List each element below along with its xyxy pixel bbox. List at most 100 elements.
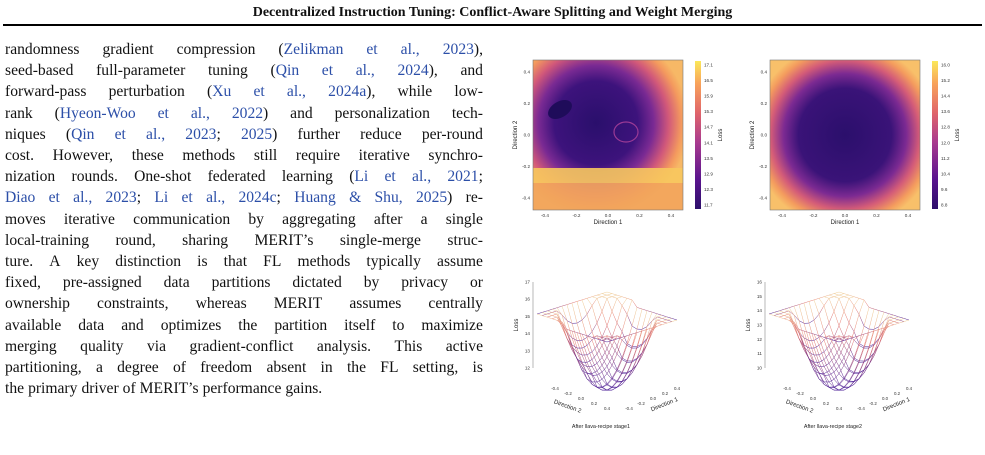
text-line: randomness gradient compression (Zelikman et… [5, 39, 483, 60]
citation-link[interactable]: al., [206, 189, 226, 207]
mesh-line [838, 291, 910, 321]
word-part: whereas [195, 295, 247, 313]
word: round, [115, 230, 155, 251]
citation-link[interactable]: 2023 [105, 189, 137, 207]
citation-link[interactable]: Li [354, 168, 369, 186]
word: assumes [349, 293, 401, 314]
citation-link[interactable]: Qin [275, 62, 300, 80]
citation-link[interactable]: Zelikman [283, 41, 344, 58]
citation-link[interactable]: Xu [212, 83, 232, 101]
word-part: FL [380, 359, 399, 377]
citation-link[interactable]: 2025 [415, 189, 448, 207]
word-part: communication [133, 210, 231, 228]
x-axis-label: Direction 1 [594, 220, 623, 226]
word-part: iterative [358, 147, 410, 165]
word: partitions [212, 272, 271, 293]
citation-link[interactable]: Qin [71, 125, 95, 143]
word: FL [263, 251, 281, 272]
word: et [115, 124, 126, 145]
word-part: gradient-conflict [189, 337, 294, 355]
word-part: assumes [349, 295, 402, 313]
word: al., [401, 39, 420, 60]
citation-link[interactable]: et [321, 62, 334, 80]
y-tick-label: 0.4 [524, 70, 531, 75]
word-part: re- [465, 189, 483, 207]
citation-link[interactable]: & [349, 189, 362, 207]
citation-link[interactable]: Diao [5, 189, 36, 207]
colorbar-tick-label: 14.1 [704, 140, 713, 145]
word-part: after [373, 210, 403, 228]
word-part: data [78, 316, 105, 334]
text-line: available data and optimizes the partition its… [5, 315, 483, 336]
colorbar-tick-label: 10.4 [941, 171, 950, 176]
y-tick-label: 0.0 [761, 133, 768, 138]
citation-link[interactable]: al., [412, 168, 432, 186]
word: (Hyeon-Woo [55, 103, 136, 124]
word: reduce [360, 124, 402, 145]
mesh-line [783, 309, 855, 374]
text-line: partitioning, a degree of freedom absent in the… [5, 357, 483, 378]
z-tick-label: 15 [525, 314, 531, 319]
word: centrally [428, 293, 483, 314]
citation-link[interactable]: al., [286, 83, 306, 101]
mesh-line [813, 312, 885, 388]
citation-link[interactable]: Shu, [374, 189, 403, 207]
word: methods [182, 145, 235, 166]
mesh-line [778, 310, 850, 363]
z-tick-label: 14 [757, 308, 763, 313]
word: 2023; [106, 187, 142, 208]
z-tick-label: 13 [757, 323, 763, 328]
word: 2025) [416, 187, 452, 208]
word: federated [208, 166, 266, 187]
word-part: fixed, [5, 274, 41, 292]
word: fixed, [5, 272, 41, 293]
citation-link[interactable]: et [253, 83, 265, 101]
citation-link[interactable]: 2024 [397, 62, 429, 80]
word: gains. [285, 378, 322, 399]
word-part: ; [276, 189, 281, 207]
citation-link[interactable]: al., [400, 41, 420, 58]
citation-link[interactable]: 2024a [328, 83, 367, 101]
direction1-tick-label: 0.2 [894, 391, 901, 396]
citation-link[interactable]: et [384, 168, 396, 186]
z-tick-label: 12 [757, 337, 763, 342]
word: require [296, 145, 340, 166]
citation-link[interactable]: 2022 [231, 104, 264, 122]
word-part: pre-assigned [62, 274, 142, 292]
citation-link[interactable]: et [48, 189, 60, 207]
colorbar-tick-label: 11.2 [941, 156, 950, 161]
citation-link[interactable]: 2023 [442, 41, 474, 58]
word: freedom [200, 357, 252, 378]
word-part: partitions [211, 274, 271, 292]
word-part: key [76, 253, 100, 271]
citation-link[interactable]: al., [73, 189, 93, 207]
word: full-parameter [96, 60, 185, 81]
word-part: privacy [401, 274, 448, 292]
citation-link[interactable]: 2025 [240, 125, 273, 143]
citation-link[interactable]: al., [190, 104, 210, 122]
citation-link[interactable]: 2023 [185, 125, 217, 143]
citation-link[interactable]: et [181, 189, 193, 207]
word: 2024), [398, 60, 438, 81]
citation-link[interactable]: Huang [294, 189, 336, 207]
citation-link[interactable]: et [157, 104, 169, 122]
word: gradient [103, 39, 154, 60]
citation-link[interactable]: al., [355, 62, 375, 80]
direction2-tick-label: -0.4 [783, 386, 791, 391]
word-part: that [223, 253, 248, 271]
word-part: gains. [285, 380, 323, 398]
citation-link[interactable]: et [366, 41, 378, 58]
word-part: compression [176, 41, 256, 58]
direction2-tick-label: 0.4 [836, 406, 843, 411]
citation-link[interactable]: Hyeon-Woo [59, 104, 136, 122]
word-part: low- [454, 83, 483, 101]
direction1-tick-label: -0.4 [625, 406, 633, 411]
citation-link[interactable]: et [114, 125, 126, 143]
citation-link[interactable]: Li [154, 189, 169, 207]
citation-link[interactable]: 2021 [447, 168, 479, 186]
word-part: via [146, 337, 167, 355]
z-tick-label: 11 [757, 351, 762, 356]
citation-link[interactable]: al., [146, 125, 166, 143]
colorbar-tick-label: 13.5 [704, 156, 713, 161]
citation-link[interactable]: 2024c [238, 189, 277, 207]
